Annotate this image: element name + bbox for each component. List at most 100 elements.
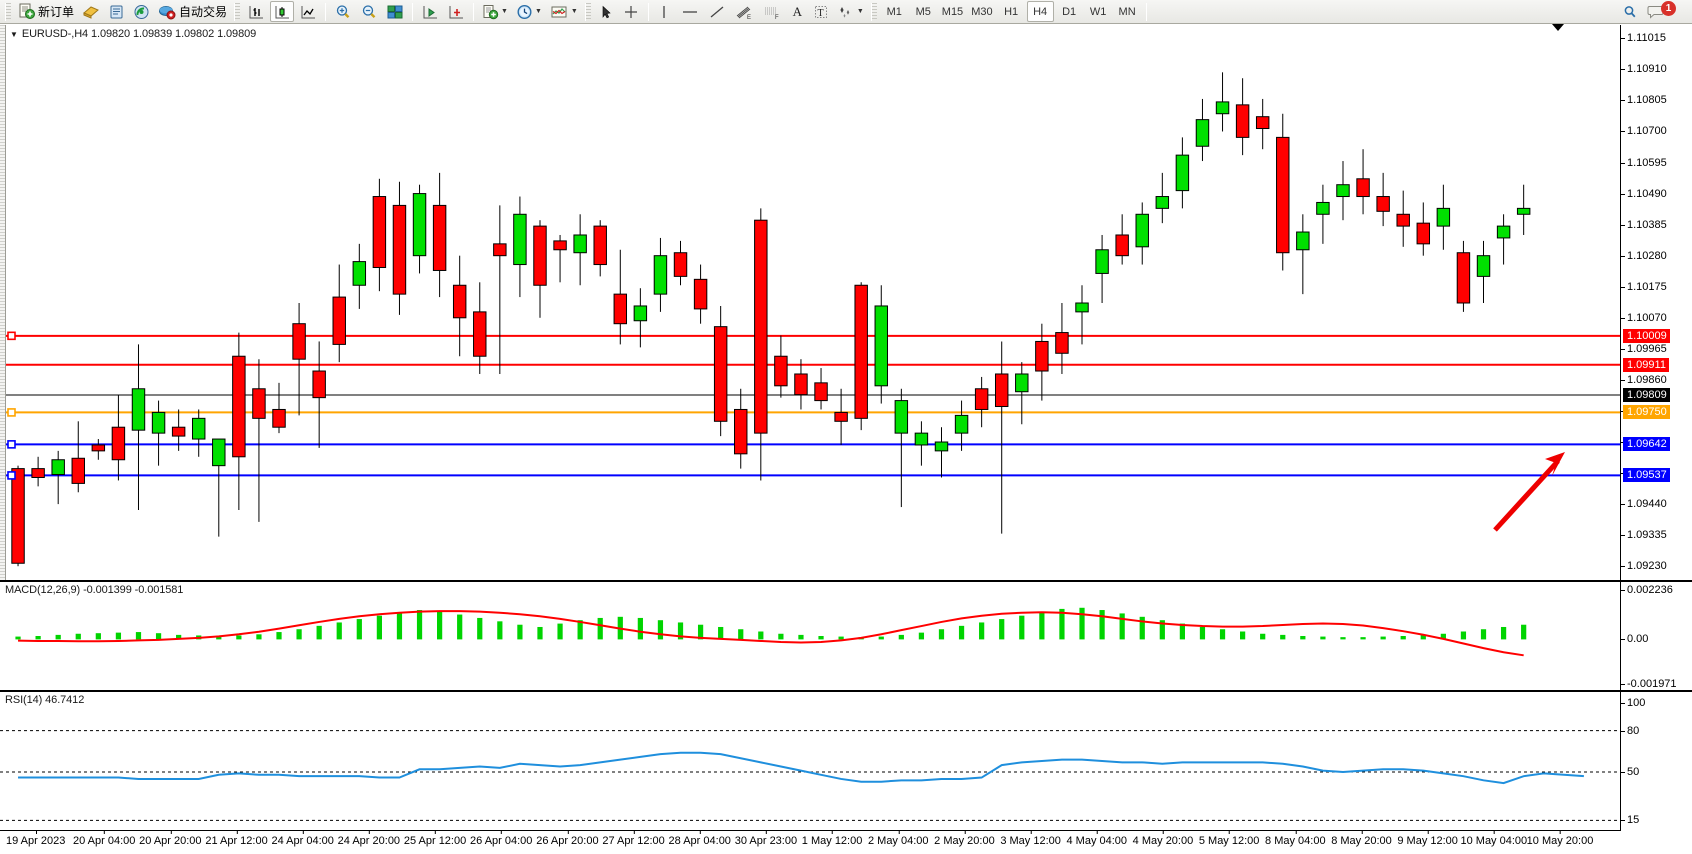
crosshair-icon xyxy=(624,5,637,18)
support-line-1-anchor[interactable] xyxy=(7,440,16,449)
vertical-line-button[interactable] xyxy=(654,1,675,22)
auto-scroll-button[interactable] xyxy=(418,1,442,22)
chart-scroll-grip[interactable] xyxy=(0,25,6,580)
candle-body xyxy=(212,438,226,467)
price-tick: 1.09335 xyxy=(1621,529,1667,542)
timeframe-button-h1[interactable]: H1 xyxy=(998,1,1025,22)
price-plot[interactable] xyxy=(0,25,1692,580)
zoom-in-button[interactable] xyxy=(331,1,355,22)
timeframe-label: D1 xyxy=(1062,5,1077,18)
timeframe-button-w1[interactable]: W1 xyxy=(1085,1,1112,22)
zoom-out-icon xyxy=(362,4,376,18)
candle-body xyxy=(553,240,567,251)
terminal-button[interactable] xyxy=(105,1,128,22)
periodicity-button[interactable]: ▼ xyxy=(513,1,545,22)
time-label: 8 May 20:00 xyxy=(1331,830,1392,847)
candlestick-chart-button[interactable] xyxy=(270,1,295,22)
text-label-button[interactable]: T xyxy=(810,1,832,22)
candle-body xyxy=(191,417,206,440)
chart-shift-marker[interactable] xyxy=(1552,24,1564,31)
terminal-icon xyxy=(110,5,123,18)
text-button[interactable]: A xyxy=(787,1,808,22)
toolbar-grip-4[interactable] xyxy=(870,2,877,21)
notification-button[interactable]: 1 xyxy=(1644,0,1685,22)
line-chart-button[interactable] xyxy=(296,1,320,22)
timeframe-button-m1[interactable]: M1 xyxy=(881,1,908,22)
zoom-out-button[interactable] xyxy=(357,1,381,22)
timeframe-button-h4[interactable]: H4 xyxy=(1026,1,1054,22)
indicators-button[interactable]: ▼ xyxy=(547,1,581,22)
new-order-button[interactable]: 新订单 xyxy=(15,1,77,22)
timeframe-button-d1[interactable]: D1 xyxy=(1056,1,1083,22)
market-watch-button[interactable] xyxy=(130,1,153,22)
pending-order-line-price-label[interactable]: 1.09750 xyxy=(1623,405,1670,420)
pending-order-line-anchor[interactable] xyxy=(7,408,16,417)
rsi-svg xyxy=(0,730,1620,821)
toolbar-grip[interactable] xyxy=(5,2,11,21)
timeframe-label: MN xyxy=(1118,5,1136,18)
candle-body xyxy=(1276,136,1290,254)
toolbar-grip-3[interactable] xyxy=(584,2,591,21)
timeframe-button-m30[interactable]: M30 xyxy=(968,1,995,22)
templates-button[interactable]: ▼ xyxy=(479,1,511,22)
chevron-down-icon-4[interactable]: ▼ xyxy=(856,8,864,15)
candle-body xyxy=(292,323,306,360)
bar-chart-button[interactable] xyxy=(244,1,268,22)
autotrading-label: 自动交易 xyxy=(179,5,228,19)
text-icon: A xyxy=(792,3,803,19)
candle-body xyxy=(452,284,467,319)
toolbar-right-group: 1 xyxy=(1617,0,1692,22)
candle-body xyxy=(1316,201,1330,215)
support-line-1-price-label[interactable]: 1.09642 xyxy=(1623,437,1670,452)
support-line-2-price-label[interactable]: 1.09537 xyxy=(1623,468,1670,483)
price-tick: 1.09860 xyxy=(1621,373,1667,386)
resistance-line-1-price-label[interactable]: 1.10009 xyxy=(1623,328,1670,343)
timeframe-button-mn[interactable]: MN xyxy=(1114,1,1141,22)
price-tick: 1.09230 xyxy=(1621,560,1667,573)
rsi-label: RSI(14) 46.7412 xyxy=(5,694,85,706)
candle-body xyxy=(352,261,367,286)
candle-body xyxy=(613,293,628,325)
price-axis[interactable]: 1.11015 1.10910 1.10805 1.10700 1.10595 1.104… xyxy=(1620,25,1692,580)
autotrading-button[interactable]: 自动交易 xyxy=(155,1,230,22)
cursor-icon xyxy=(602,5,611,18)
cursor-button[interactable] xyxy=(595,1,617,22)
timeframe-button-m5[interactable]: M5 xyxy=(910,1,937,22)
equidistant-channel-button[interactable]: E xyxy=(731,1,757,22)
new-order-icon xyxy=(19,3,35,19)
crosshair-button[interactable] xyxy=(619,1,643,22)
price-pane[interactable]: ▼ EURUSD-,H4 1.09820 1.09839 1.09802 1.0… xyxy=(0,24,1692,581)
horizontal-line-button[interactable] xyxy=(677,1,703,22)
current-price-line-price-label[interactable]: 1.09809 xyxy=(1623,387,1670,402)
toolbar-grip-2[interactable] xyxy=(234,2,241,21)
chevron-down-icon-header[interactable]: ▼ xyxy=(10,29,18,39)
expert-advisors-button[interactable] xyxy=(79,1,103,22)
resistance-line-2-price-label[interactable]: 1.09911 xyxy=(1623,357,1669,372)
search-button[interactable] xyxy=(1618,1,1642,22)
candle-body xyxy=(1075,302,1089,313)
chevron-down-icon-2[interactable]: ▼ xyxy=(534,8,542,15)
trendline-button[interactable] xyxy=(705,1,729,22)
resistance-line-1-anchor[interactable] xyxy=(7,331,16,341)
rsi-pane[interactable]: RSI(14) 46.7412 100 80 50 15 xyxy=(0,691,1692,831)
candle-body xyxy=(854,284,868,419)
rsi-line xyxy=(18,751,1584,785)
indicators-icon xyxy=(551,6,567,17)
macd-pane[interactable]: MACD(12,26,9) -0.001399 -0.001581 0.0022… xyxy=(0,581,1692,691)
tile-windows-button[interactable] xyxy=(383,1,407,22)
fibonacci-button[interactable]: F xyxy=(759,1,785,22)
macd-tick: 0.00 xyxy=(1620,633,1649,646)
chevron-down-icon[interactable]: ▼ xyxy=(501,8,508,15)
price-tick: 1.10175 xyxy=(1621,280,1667,293)
candle-body xyxy=(1015,373,1029,393)
shapes-button[interactable]: ▼ xyxy=(834,1,867,22)
timeframe-button-m15[interactable]: M15 xyxy=(939,1,966,22)
candle-body xyxy=(593,225,607,266)
chart-shift-button[interactable] xyxy=(444,1,468,22)
bullish-arrow-annotation[interactable] xyxy=(1493,452,1565,532)
support-line-2-anchor[interactable] xyxy=(7,471,16,480)
candle-body xyxy=(473,311,487,357)
chevron-down-icon-3[interactable]: ▼ xyxy=(570,8,578,15)
time-label: 26 Apr 20:00 xyxy=(536,830,599,847)
time-axis[interactable]: 19 Apr 2023 20 Apr 04:00 20 Apr 20:00 21 Ap… xyxy=(0,830,1692,854)
